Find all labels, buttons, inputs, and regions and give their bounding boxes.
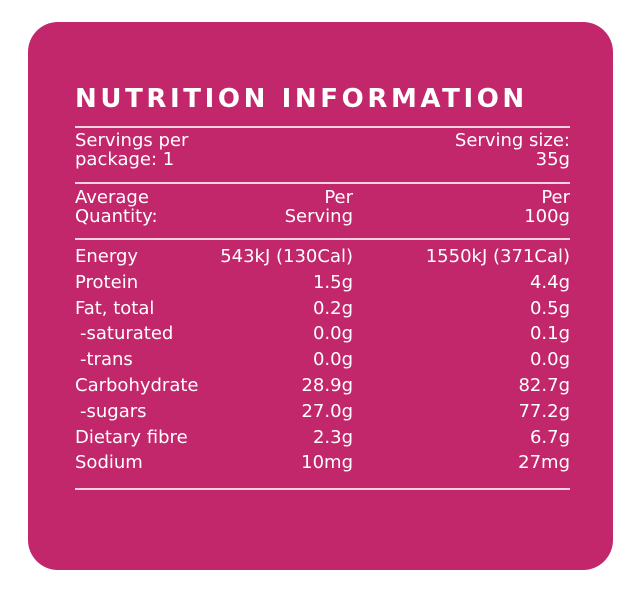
rule: [75, 238, 570, 240]
nutrient-value: 6.7g: [529, 426, 570, 448]
serving-size: Serving size:: [454, 130, 570, 151]
column-header: Per: [324, 187, 353, 208]
column-header: 100g: [524, 206, 570, 227]
servings-label: Servings per: [75, 130, 189, 151]
rule: [75, 126, 570, 128]
nutrient-value: 543kJ (130Cal): [220, 246, 353, 267]
nutrient-value: 0.1g: [529, 323, 570, 345]
nutrient-value: 0.5g: [529, 297, 570, 319]
column-header: Serving: [284, 206, 353, 227]
nutrient-value: 0.0g: [312, 349, 353, 371]
nutrient-value: 27mg: [518, 452, 570, 474]
column-header: Per: [541, 187, 570, 208]
nutrition-panel: NUTRITION INFORMATION Servings per packa…: [28, 22, 613, 570]
nutrient-name: Energy: [75, 246, 139, 267]
nutrient-value: 0.0g: [529, 349, 570, 371]
nutrient-value: 0.2g: [312, 297, 353, 319]
rule: [75, 488, 570, 490]
nutrient-name: Protein: [75, 271, 139, 293]
column-header: Average: [75, 187, 149, 208]
nutrient-name: Sodium: [75, 452, 143, 474]
nutrient-value: 0.0g: [312, 323, 353, 345]
servings-label: package: 1: [75, 149, 175, 170]
nutrient-value: 82.7g: [518, 375, 570, 396]
nutrient-value: 27.0g: [301, 400, 353, 422]
nutrient-value: 28.9g: [301, 375, 353, 396]
nutrient-value: 1.5g: [312, 271, 353, 293]
nutrient-value: 2.3g: [312, 426, 353, 448]
nutrient-name: -trans: [80, 349, 133, 371]
nutrient-name: Fat, total: [75, 297, 155, 319]
nutrient-value: 10mg: [301, 452, 353, 474]
rule: [75, 182, 570, 184]
nutrient-value: 1550kJ (371Cal): [425, 246, 570, 267]
nutrient-name: -sugars: [80, 400, 147, 422]
nutrient-name: -saturated: [80, 323, 174, 345]
nutrient-value: 4.4g: [529, 271, 570, 293]
nutrient-name: Dietary fibre: [75, 426, 188, 448]
nutrient-value: 77.2g: [518, 400, 570, 422]
nutrient-name: Carbohydrate: [75, 375, 199, 396]
title: NUTRITION INFORMATION: [75, 84, 528, 114]
column-header: Quantity:: [75, 206, 158, 227]
serving-size: 35g: [535, 149, 570, 170]
